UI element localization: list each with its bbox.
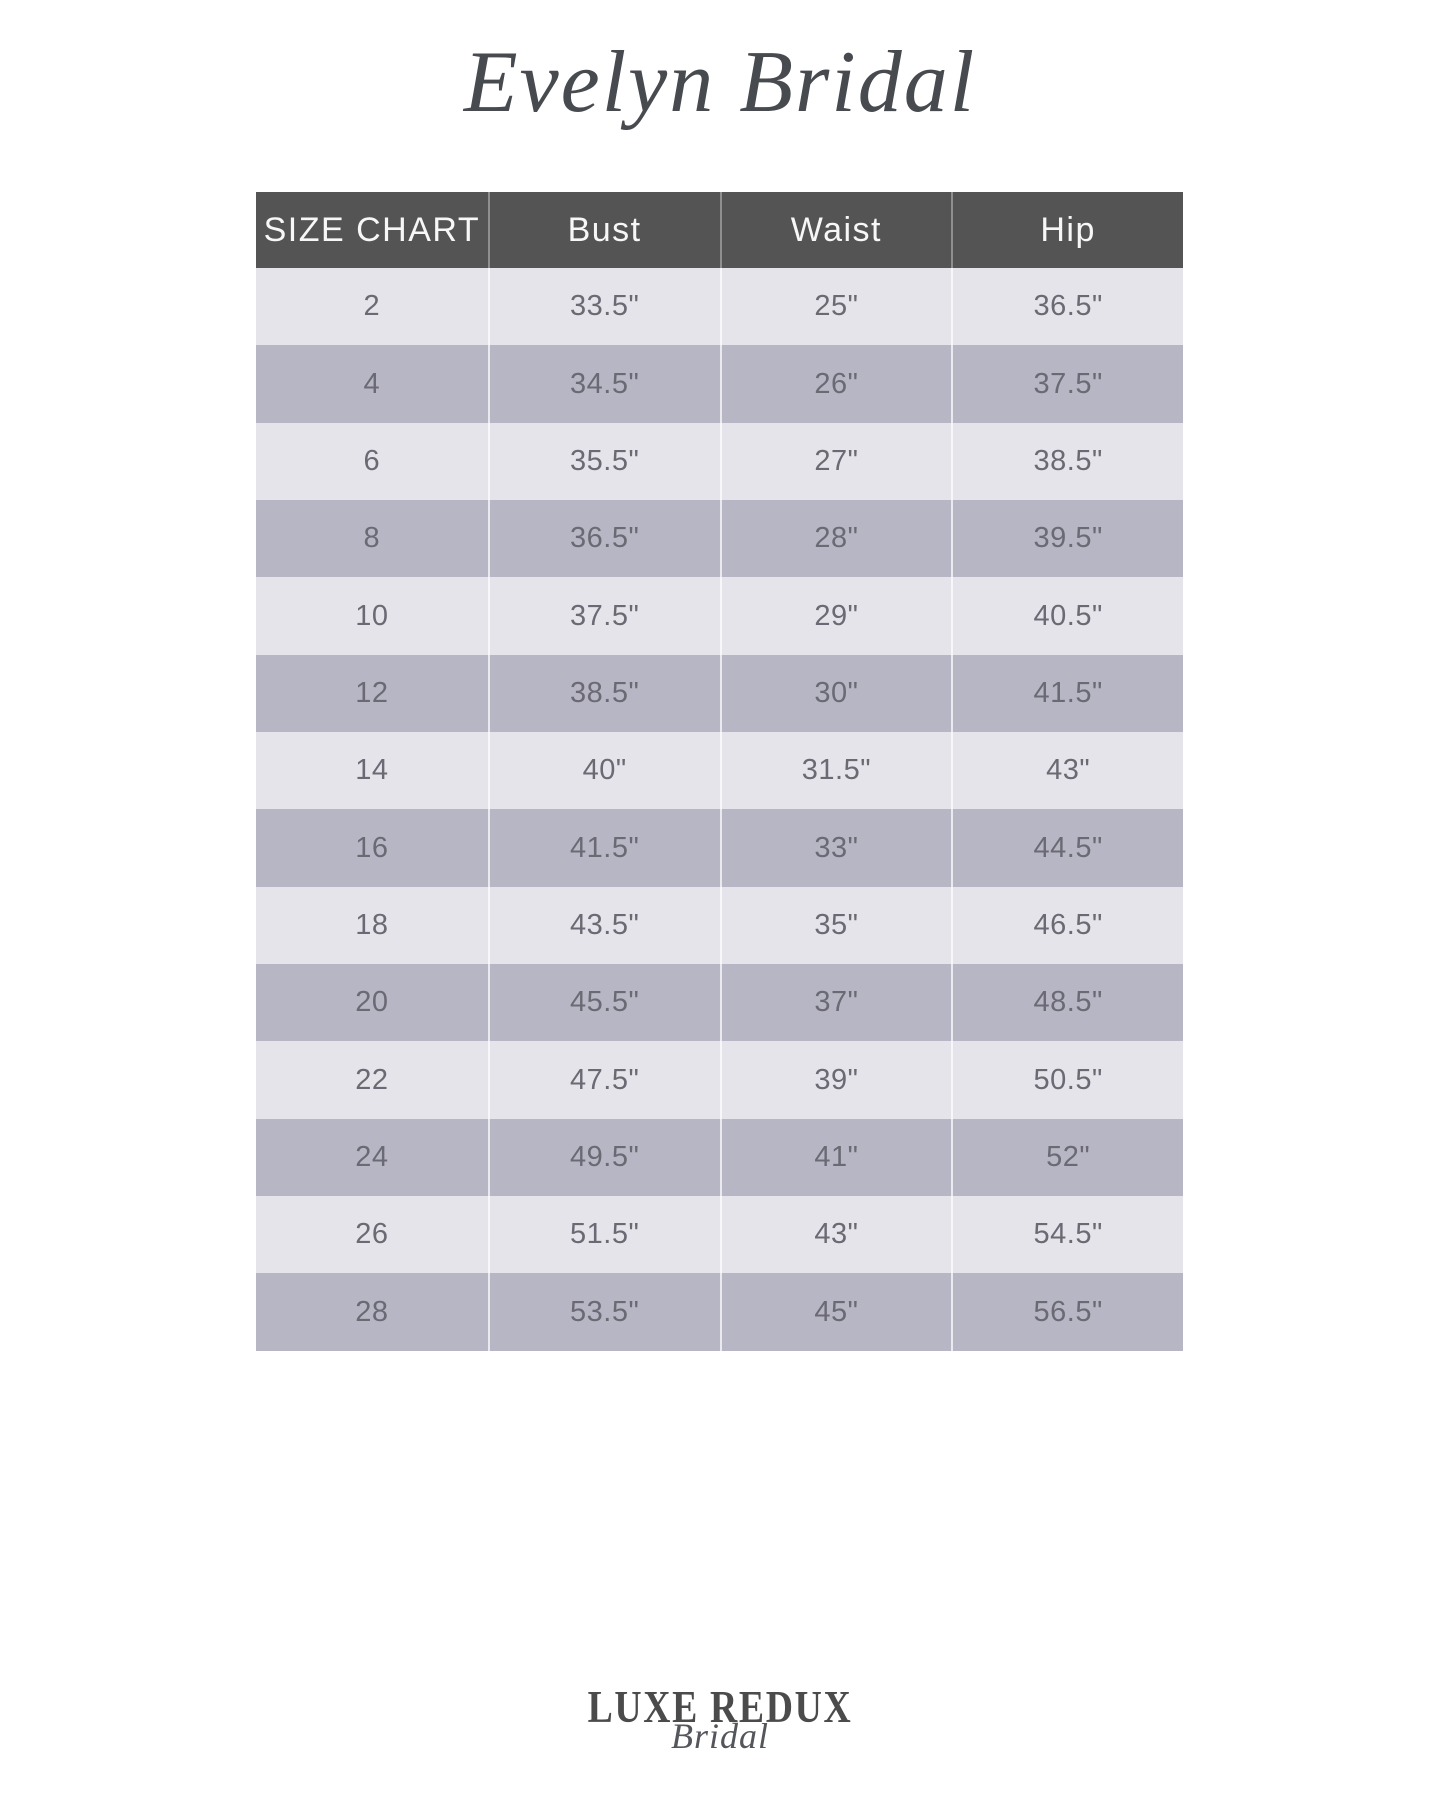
cell-waist: 41" [719, 1118, 952, 1197]
table-row: 12 38.5" 30" 41.5" [256, 654, 1183, 733]
cell-size: 2 [363, 290, 381, 323]
cell-hip: 39.5" [951, 500, 1183, 578]
cell-waist: 29" [719, 577, 952, 655]
cell-hip: 48.5" [951, 964, 1183, 1042]
table-row: 8 36.5" 28" 39.5" [256, 500, 1183, 578]
luxe-redux-logo: LUXE REDUX [587, 1681, 853, 1732]
cell-waist: 31.5" [719, 732, 952, 810]
cell-bust: 53.5" [487, 1273, 720, 1351]
table-row: 16 41.5" 33" 44.5" [256, 809, 1183, 887]
cell-size: 26 [355, 1218, 389, 1251]
cell-size: 6 [363, 444, 381, 477]
cell-bust: 36.5" [487, 500, 720, 578]
cell-size: 14 [355, 754, 389, 787]
table-row: 20 45.5" 37" 48.5" [256, 964, 1183, 1042]
table-row: 10 37.5" 29" 40.5" [256, 577, 1183, 655]
cell-hip: 50.5" [951, 1041, 1183, 1119]
cell-waist: 30" [719, 654, 952, 733]
cell-size: 22 [355, 1063, 389, 1096]
cell-bust: 47.5" [487, 1041, 720, 1119]
table-row: 26 51.5" 43" 54.5" [256, 1196, 1183, 1274]
cell-bust: 38.5" [487, 654, 720, 733]
header-size-chart-label: SIZE CHART [263, 210, 481, 249]
brand-title: Evelyn Bridal [463, 34, 977, 131]
cell-bust: 34.5" [487, 345, 720, 423]
cell-hip: 46.5" [951, 886, 1183, 965]
cell-waist: 27" [719, 422, 952, 501]
cell-waist: 26" [719, 345, 952, 423]
cell-hip: 44.5" [951, 809, 1183, 887]
cell-size: 12 [355, 676, 389, 709]
table-row: 28 53.5" 45" 56.5" [256, 1273, 1183, 1351]
table-row: 6 35.5" 27" 38.5" [256, 422, 1183, 501]
table-row: 18 43.5" 35" 46.5" [256, 886, 1183, 965]
cell-hip: 54.5" [951, 1196, 1183, 1274]
cell-bust: 45.5" [487, 964, 720, 1042]
cell-bust: 51.5" [487, 1196, 720, 1274]
cell-waist: 28" [719, 500, 952, 578]
cell-bust: 35.5" [487, 422, 720, 501]
cell-waist: 25" [719, 268, 952, 346]
cell-waist: 39" [719, 1041, 952, 1119]
cell-size: 24 [355, 1140, 389, 1173]
table-row: 24 49.5" 41" 52" [256, 1118, 1183, 1197]
table-row: 2 33.5" 25" 36.5" [256, 268, 1183, 346]
cell-waist: 45" [719, 1273, 952, 1351]
size-chart-body: 2 33.5" 25" 36.5" 4 34.5" 26" 37.5" 6 35… [256, 268, 1183, 1351]
cell-bust: 33.5" [487, 268, 720, 346]
cell-hip: 43" [951, 732, 1183, 810]
cell-size: 20 [355, 986, 389, 1019]
cell-bust: 40" [487, 732, 720, 810]
table-row: 22 47.5" 39" 50.5" [256, 1041, 1183, 1119]
cell-size: 28 [355, 1295, 389, 1328]
cell-bust: 49.5" [487, 1118, 720, 1197]
size-chart-header-row: SIZE CHART Bust Waist Hip [256, 192, 1183, 268]
cell-hip: 56.5" [951, 1273, 1183, 1351]
cell-hip: 37.5" [951, 345, 1183, 423]
luxe-redux-bridal-script: Bridal [670, 1716, 769, 1756]
cell-hip: 36.5" [951, 268, 1183, 346]
cell-waist: 43" [719, 1196, 952, 1274]
cell-size: 18 [355, 908, 389, 941]
cell-hip: 52" [951, 1118, 1183, 1197]
cell-waist: 37" [719, 964, 952, 1042]
size-chart-table: SIZE CHART Bust Waist Hip 2 33.5" 25" 36… [256, 192, 1183, 1351]
header-bust: Bust [487, 192, 720, 268]
cell-hip: 41.5" [951, 654, 1183, 733]
header-hip: Hip [951, 192, 1183, 268]
table-row: 4 34.5" 26" 37.5" [256, 345, 1183, 423]
cell-size: 8 [363, 522, 381, 555]
cell-hip: 38.5" [951, 422, 1183, 501]
header-waist: Waist [719, 192, 952, 268]
cell-bust: 43.5" [487, 886, 720, 965]
cell-size: 16 [355, 831, 389, 864]
cell-waist: 33" [719, 809, 952, 887]
table-row: 14 40" 31.5" 43" [256, 732, 1183, 810]
cell-bust: 41.5" [487, 809, 720, 887]
cell-size: 10 [355, 599, 389, 632]
cell-bust: 37.5" [487, 577, 720, 655]
cell-waist: 35" [719, 886, 952, 965]
cell-size: 4 [363, 367, 381, 400]
cell-hip: 40.5" [951, 577, 1183, 655]
